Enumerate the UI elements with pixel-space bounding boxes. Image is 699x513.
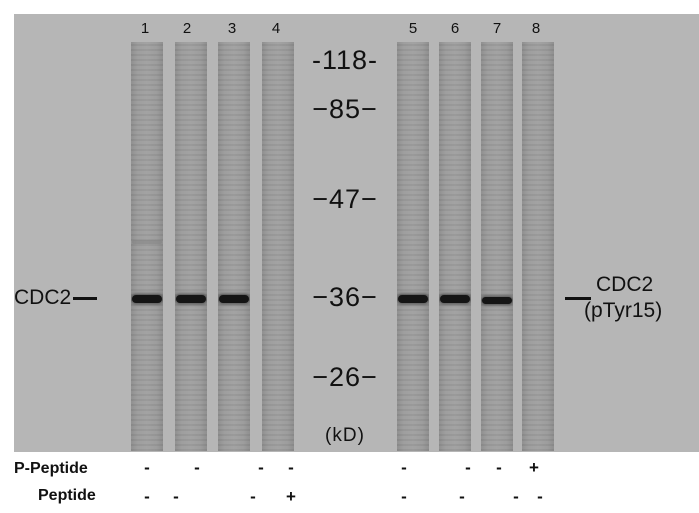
lane-number: 8 — [531, 20, 541, 37]
lane-1 — [131, 42, 163, 451]
lane-number: 5 — [408, 20, 418, 37]
sign: - — [144, 487, 150, 506]
band-lane-7 — [482, 297, 512, 304]
band-lane-2 — [176, 295, 206, 303]
band-lane-6 — [440, 295, 470, 303]
sign: - — [513, 487, 519, 506]
lane-number: 2 — [182, 20, 192, 37]
sign: - — [401, 458, 407, 477]
label-dash — [73, 296, 98, 300]
label-dash — [565, 297, 591, 300]
sign: - — [401, 487, 407, 506]
lane-7 — [481, 42, 513, 451]
lane-number: 7 — [492, 20, 502, 37]
band-lane-1 — [132, 295, 162, 303]
marker-26: −26− — [312, 362, 378, 392]
row-label-p-peptide: P-Peptide — [14, 460, 88, 477]
lane-number: 6 — [450, 20, 460, 37]
label-ptyr15-text: (pTyr15) — [584, 299, 663, 322]
lane-number: 4 — [271, 20, 281, 37]
lane-2 — [175, 42, 207, 451]
sign: - — [173, 487, 179, 506]
sign: - — [537, 487, 543, 506]
lane-5 — [397, 42, 429, 451]
marker-36: −36− — [312, 282, 378, 312]
sign: - — [144, 458, 150, 477]
unit-label: (kD) — [325, 425, 365, 446]
label-cdc2-right-text: CDC2 — [596, 273, 654, 296]
sign: - — [465, 458, 471, 477]
sign: - — [288, 458, 294, 477]
sign: + — [529, 458, 539, 477]
band-lane-3 — [219, 295, 249, 303]
lane-3 — [218, 42, 250, 451]
lane-number: 3 — [227, 20, 237, 37]
sign: - — [194, 458, 200, 477]
label-cdc2-left: CDC2 — [14, 286, 98, 310]
sign: - — [258, 458, 264, 477]
faint-band-lane-1 — [132, 240, 162, 244]
lane-number: 1 — [140, 20, 150, 37]
label-cdc2-text: CDC2 — [14, 286, 72, 309]
marker-47: −47− — [312, 184, 378, 214]
sign: - — [250, 487, 256, 506]
lane-4 — [262, 42, 294, 451]
lane-8 — [522, 42, 554, 451]
band-lane-5 — [398, 295, 428, 303]
sign: - — [459, 487, 465, 506]
lane-6 — [439, 42, 471, 451]
marker-85: −85− — [312, 94, 378, 124]
western-blot-panel — [14, 14, 699, 452]
row-label-peptide: Peptide — [38, 487, 96, 504]
marker-118: -118- — [311, 45, 379, 75]
sign: - — [496, 458, 502, 477]
sign: + — [286, 487, 296, 506]
